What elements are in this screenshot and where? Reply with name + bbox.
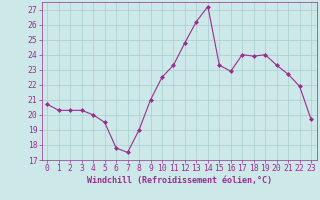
X-axis label: Windchill (Refroidissement éolien,°C): Windchill (Refroidissement éolien,°C)	[87, 176, 272, 185]
